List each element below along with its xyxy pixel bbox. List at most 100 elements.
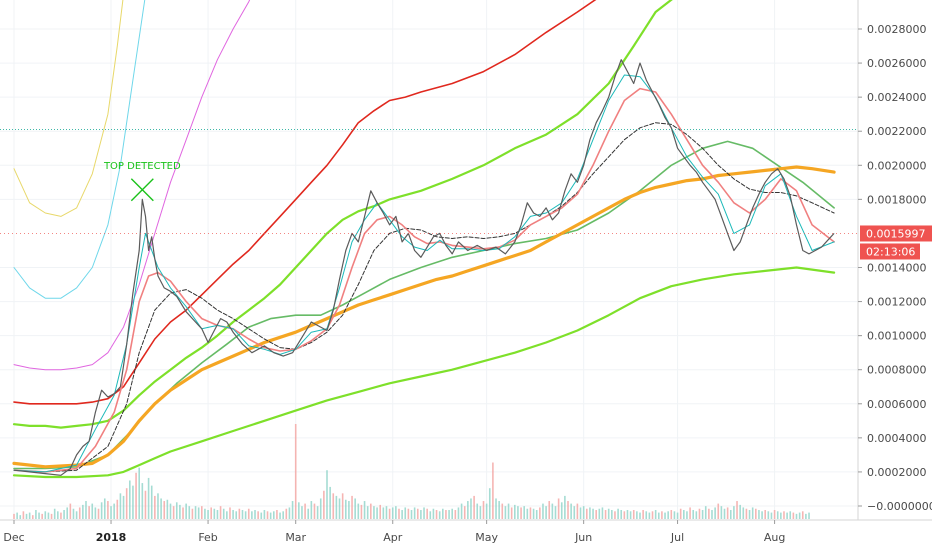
volume-bar	[501, 503, 504, 519]
volume-bar	[692, 510, 695, 519]
volume-bar	[776, 511, 779, 519]
price-axis[interactable]: 0.0028000 0.0026000 0.0024000 0.0022000 0.00…	[858, 23, 932, 513]
series-line-2	[13, 0, 251, 371]
volume-bar	[761, 511, 763, 519]
volume-bar	[514, 504, 516, 519]
volume-bar	[739, 504, 741, 519]
volume-bar	[351, 495, 353, 519]
volume-bar	[751, 507, 754, 519]
volume-bar	[348, 501, 350, 519]
volume-bar	[376, 507, 378, 519]
volume-bar	[620, 510, 623, 519]
volume-bar	[53, 508, 56, 519]
volume-bar	[448, 510, 450, 519]
volume-bar	[589, 507, 591, 519]
price-line	[13, 59, 835, 476]
y-tick-label: 0.0020000	[867, 159, 927, 172]
indicator-lines	[12, 0, 836, 479]
volume-bar	[100, 502, 103, 519]
volume-bar	[188, 506, 191, 519]
volume-bar	[391, 507, 394, 519]
volume-bar	[179, 504, 181, 519]
volume-bar	[745, 508, 748, 519]
volume-bar	[116, 499, 119, 519]
volume-bar	[132, 485, 134, 519]
volume-bar	[667, 511, 669, 519]
volume-bar	[19, 515, 22, 519]
volume-bar	[310, 501, 313, 519]
volume-bar	[238, 508, 241, 519]
volume-bar	[736, 501, 738, 519]
volume-bar	[758, 510, 760, 519]
x-tick-label: Aug	[764, 531, 785, 544]
volume-bar	[614, 511, 616, 519]
volume-bar	[279, 512, 281, 519]
volume-bar	[617, 508, 619, 519]
volume-bar	[210, 507, 212, 519]
volume-bar	[726, 507, 729, 519]
volume-bar	[313, 503, 316, 519]
volume-bar	[523, 506, 525, 519]
volume-bar	[241, 510, 244, 519]
y-tick-label: 0.0002000	[867, 466, 927, 479]
volume-bar	[319, 498, 322, 519]
volume-bar	[623, 511, 626, 519]
volume-bar	[38, 512, 40, 519]
volume-bar	[125, 488, 128, 519]
volume-bar	[542, 503, 544, 519]
volume-bar	[50, 513, 53, 519]
volume-bar	[451, 508, 453, 519]
volume-bar	[316, 506, 319, 519]
volume-bar	[169, 503, 172, 519]
volume-bar	[529, 507, 532, 519]
volume-bar	[395, 506, 397, 519]
volume-bar	[219, 506, 222, 519]
volume-bar	[795, 513, 798, 519]
volume-bar	[373, 506, 375, 519]
y-tick-label: 0.0004000	[867, 432, 927, 445]
volume-bar	[498, 501, 500, 519]
time-axis[interactable]: Dec 2018 Feb Mar Apr May Jun Jul Aug	[3, 520, 785, 544]
volume-bar	[379, 504, 382, 519]
volume-bar	[714, 507, 716, 519]
volume-bar	[520, 507, 522, 519]
volume-bar	[31, 515, 34, 519]
volume-bar	[147, 477, 150, 519]
series-line-4	[12, 0, 673, 429]
volume-bar	[460, 503, 463, 519]
volume-bar	[144, 490, 147, 519]
volume-bar	[276, 510, 278, 519]
volume-bar	[260, 512, 263, 519]
volume-bar	[354, 498, 356, 519]
volume-bar	[789, 511, 792, 519]
volume-bar	[473, 495, 475, 519]
volume-bar	[307, 508, 310, 519]
volume-bar	[798, 512, 801, 519]
volume-bar	[651, 511, 654, 519]
volume-bar	[47, 512, 50, 519]
volume-bar	[595, 510, 597, 519]
volume-bar	[85, 501, 87, 519]
x-tick-label: 2018	[96, 531, 127, 544]
volume-bar	[438, 511, 441, 519]
countdown-badge	[860, 243, 920, 260]
volume-bar	[510, 507, 513, 519]
volume-bar	[60, 512, 62, 519]
y-tick-label: 0.0012000	[867, 296, 927, 309]
volume-bar	[582, 506, 585, 519]
volume-bar	[194, 506, 197, 519]
volume-bar	[636, 511, 638, 519]
volume-bar	[91, 503, 94, 519]
volume-bar	[805, 513, 807, 519]
annotation-label: TOP DETECTED	[103, 161, 181, 172]
series-line-1	[13, 0, 146, 299]
volume-bar	[733, 506, 735, 519]
series-line-6	[12, 165, 836, 469]
volume-bar	[470, 498, 472, 519]
volume-bar	[285, 508, 288, 519]
x-tick-label: Feb	[198, 531, 217, 544]
volume-bar	[294, 424, 297, 519]
volume-bar	[701, 510, 704, 519]
volume-bar	[407, 508, 410, 519]
